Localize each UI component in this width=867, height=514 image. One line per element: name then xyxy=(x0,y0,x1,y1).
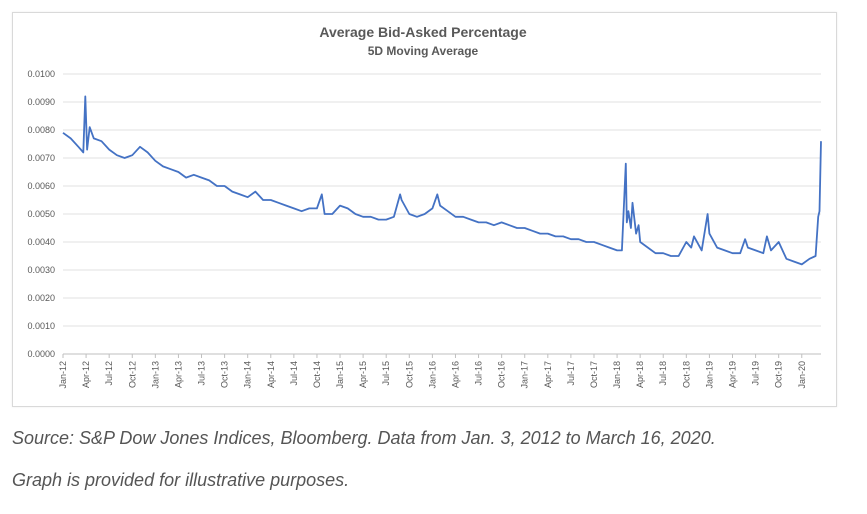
x-tick-label: Jan-20 xyxy=(797,361,807,389)
x-tick-label: Jan-17 xyxy=(520,361,530,389)
x-tick-label: Jul-13 xyxy=(197,361,207,386)
x-tick-label: Jan-13 xyxy=(150,361,160,389)
x-tick-label: Jul-15 xyxy=(381,361,391,386)
x-tick-label: Apr-14 xyxy=(266,361,276,388)
x-tick-label: Apr-12 xyxy=(81,361,91,388)
y-tick-label: 0.0090 xyxy=(27,97,55,107)
x-tick-label: Oct-19 xyxy=(774,361,784,388)
y-tick-label: 0.0000 xyxy=(27,349,55,359)
x-tick-label: Jan-18 xyxy=(612,361,622,389)
x-tick-label: Jan-12 xyxy=(58,361,68,389)
x-tick-label: Oct-15 xyxy=(404,361,414,388)
x-tick-label: Apr-17 xyxy=(543,361,553,388)
x-tick-label: Jan-14 xyxy=(243,361,253,389)
y-tick-label: 0.0010 xyxy=(27,321,55,331)
y-tick-label: 0.0070 xyxy=(27,153,55,163)
x-tick-label: Jan-16 xyxy=(427,361,437,389)
grid-layer xyxy=(63,73,821,355)
x-tick-label: Oct-18 xyxy=(681,361,691,388)
x-tick-label: Oct-13 xyxy=(220,361,230,388)
chart-title: Average Bid-Asked Percentage xyxy=(319,24,526,40)
x-tick-label: Jul-14 xyxy=(289,361,299,386)
series-layer xyxy=(62,95,822,266)
line-chart: Average Bid-Asked Percentage 5D Moving A… xyxy=(27,24,822,389)
x-tick-label: Jul-12 xyxy=(104,361,114,386)
x-tick-label: Oct-17 xyxy=(589,361,599,388)
y-tick-label: 0.0050 xyxy=(27,209,55,219)
x-tick-label: Jul-17 xyxy=(566,361,576,386)
y-axis: 0.0000 0.0010 0.0020 0.0030 0.0040 0.0050 0.00… xyxy=(27,69,55,359)
x-tick-label: Jul-19 xyxy=(751,361,761,386)
x-tick-label: Jul-16 xyxy=(474,361,484,386)
y-tick-label: 0.0020 xyxy=(27,293,55,303)
chart-subtitle: 5D Moving Average xyxy=(368,44,479,58)
x-tick-label: Oct-14 xyxy=(312,361,322,388)
x-tick-label: Apr-18 xyxy=(635,361,645,388)
series-line xyxy=(62,95,822,266)
y-tick-label: 0.0040 xyxy=(27,237,55,247)
x-tick-label: Jul-18 xyxy=(658,361,668,386)
x-tick-label: Oct-12 xyxy=(127,361,137,388)
y-tick-label: 0.0060 xyxy=(27,181,55,191)
y-tick-label: 0.0030 xyxy=(27,265,55,275)
source-caption: Source: S&P Dow Jones Indices, Bloomberg… xyxy=(12,428,716,448)
x-axis: Jan-12 Apr-12 Jul-12 Oct-12 Jan-13 Apr-13 Jul-… xyxy=(58,354,807,389)
y-tick-label: 0.0080 xyxy=(27,125,55,135)
x-tick-label: Apr-19 xyxy=(728,361,738,388)
x-tick-label: Apr-13 xyxy=(173,361,183,388)
x-tick-label: Oct-16 xyxy=(497,361,507,388)
illustrative-note: Graph is provided for illustrative purpo… xyxy=(12,470,350,490)
x-tick-label: Apr-16 xyxy=(450,361,460,388)
x-tick-label: Jan-19 xyxy=(704,361,714,389)
x-tick-label: Jan-15 xyxy=(335,361,345,389)
y-tick-label: 0.0100 xyxy=(27,69,55,79)
x-tick-label: Apr-15 xyxy=(358,361,368,388)
chart-container: Average Bid-Asked Percentage 5D Moving A… xyxy=(12,12,837,407)
